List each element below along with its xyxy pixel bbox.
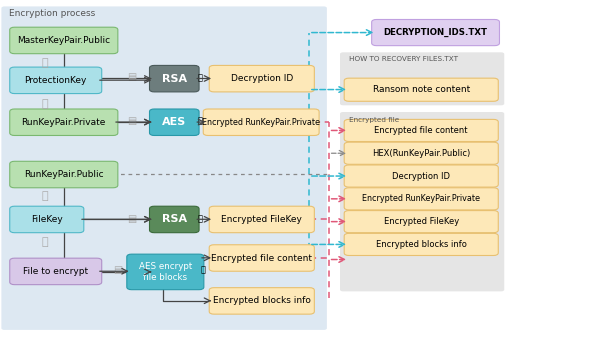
FancyBboxPatch shape [203, 109, 319, 136]
Text: RSA: RSA [162, 74, 187, 84]
FancyBboxPatch shape [149, 109, 199, 136]
FancyBboxPatch shape [344, 142, 498, 164]
FancyBboxPatch shape [344, 233, 498, 256]
Text: ⚿: ⚿ [41, 237, 48, 247]
Text: ▤: ▤ [127, 72, 136, 82]
FancyBboxPatch shape [209, 206, 314, 233]
FancyBboxPatch shape [1, 6, 327, 330]
Text: HEX(RunKeyPair.Public): HEX(RunKeyPair.Public) [372, 149, 470, 158]
Text: Ransom note content: Ransom note content [373, 85, 470, 94]
Text: AES encrypt
file blocks: AES encrypt file blocks [139, 262, 192, 282]
Text: ▤: ▤ [127, 116, 136, 126]
Text: FileKey: FileKey [31, 215, 62, 224]
Text: DECRYPTION_IDS.TXT: DECRYPTION_IDS.TXT [383, 28, 488, 37]
FancyBboxPatch shape [10, 27, 118, 54]
Text: Encrypted blocks info: Encrypted blocks info [376, 240, 467, 249]
Text: Decryption ID: Decryption ID [392, 172, 450, 180]
FancyBboxPatch shape [149, 206, 199, 233]
Text: Encrypted file content: Encrypted file content [374, 126, 468, 135]
FancyBboxPatch shape [340, 52, 504, 105]
FancyBboxPatch shape [127, 254, 204, 290]
Text: Encrypted file content: Encrypted file content [211, 254, 312, 263]
Text: Encrypted RunKeyPair.Private: Encrypted RunKeyPair.Private [362, 194, 480, 203]
FancyBboxPatch shape [344, 78, 498, 101]
Text: Encrypted FileKey: Encrypted FileKey [383, 217, 459, 226]
Text: RSA: RSA [162, 214, 187, 224]
Text: Encrypted file: Encrypted file [349, 117, 399, 123]
FancyBboxPatch shape [209, 288, 314, 314]
Text: 🔒: 🔒 [198, 214, 203, 223]
FancyBboxPatch shape [344, 165, 498, 187]
FancyBboxPatch shape [344, 188, 498, 210]
FancyBboxPatch shape [209, 66, 314, 92]
FancyBboxPatch shape [344, 119, 498, 142]
Text: 🔒: 🔒 [198, 117, 203, 125]
Text: File to encrypt: File to encrypt [23, 267, 88, 276]
Text: Encrypted blocks info: Encrypted blocks info [213, 296, 311, 306]
FancyBboxPatch shape [344, 211, 498, 233]
Text: RunKeyPair.Public: RunKeyPair.Public [24, 170, 104, 179]
Text: AES: AES [162, 117, 187, 127]
Text: Encrypted RunKeyPair.Private: Encrypted RunKeyPair.Private [202, 118, 320, 127]
Text: HOW TO RECOVERY FILES.TXT: HOW TO RECOVERY FILES.TXT [349, 56, 458, 63]
FancyBboxPatch shape [371, 20, 499, 46]
Text: ⚿: ⚿ [41, 58, 48, 68]
FancyBboxPatch shape [10, 161, 118, 188]
FancyBboxPatch shape [10, 109, 118, 136]
Text: ProtectionKey: ProtectionKey [25, 76, 87, 85]
Text: MasterKeyPair.Public: MasterKeyPair.Public [17, 36, 110, 45]
Text: ⚿: ⚿ [41, 99, 48, 109]
Text: Decryption ID: Decryption ID [230, 74, 293, 83]
FancyBboxPatch shape [10, 67, 102, 94]
FancyBboxPatch shape [209, 245, 314, 271]
Text: Encryption process: Encryption process [8, 9, 95, 18]
Text: RunKeyPair.Private: RunKeyPair.Private [22, 118, 106, 127]
Text: Encrypted FileKey: Encrypted FileKey [221, 215, 302, 224]
FancyBboxPatch shape [10, 258, 102, 285]
FancyBboxPatch shape [340, 112, 504, 291]
Text: 🔒: 🔒 [201, 265, 206, 274]
Text: 🔒: 🔒 [198, 73, 203, 82]
Text: ⚿: ⚿ [41, 191, 48, 201]
Text: ▤: ▤ [113, 265, 122, 274]
FancyBboxPatch shape [10, 206, 84, 233]
Text: ▤: ▤ [127, 214, 136, 224]
FancyBboxPatch shape [149, 66, 199, 92]
